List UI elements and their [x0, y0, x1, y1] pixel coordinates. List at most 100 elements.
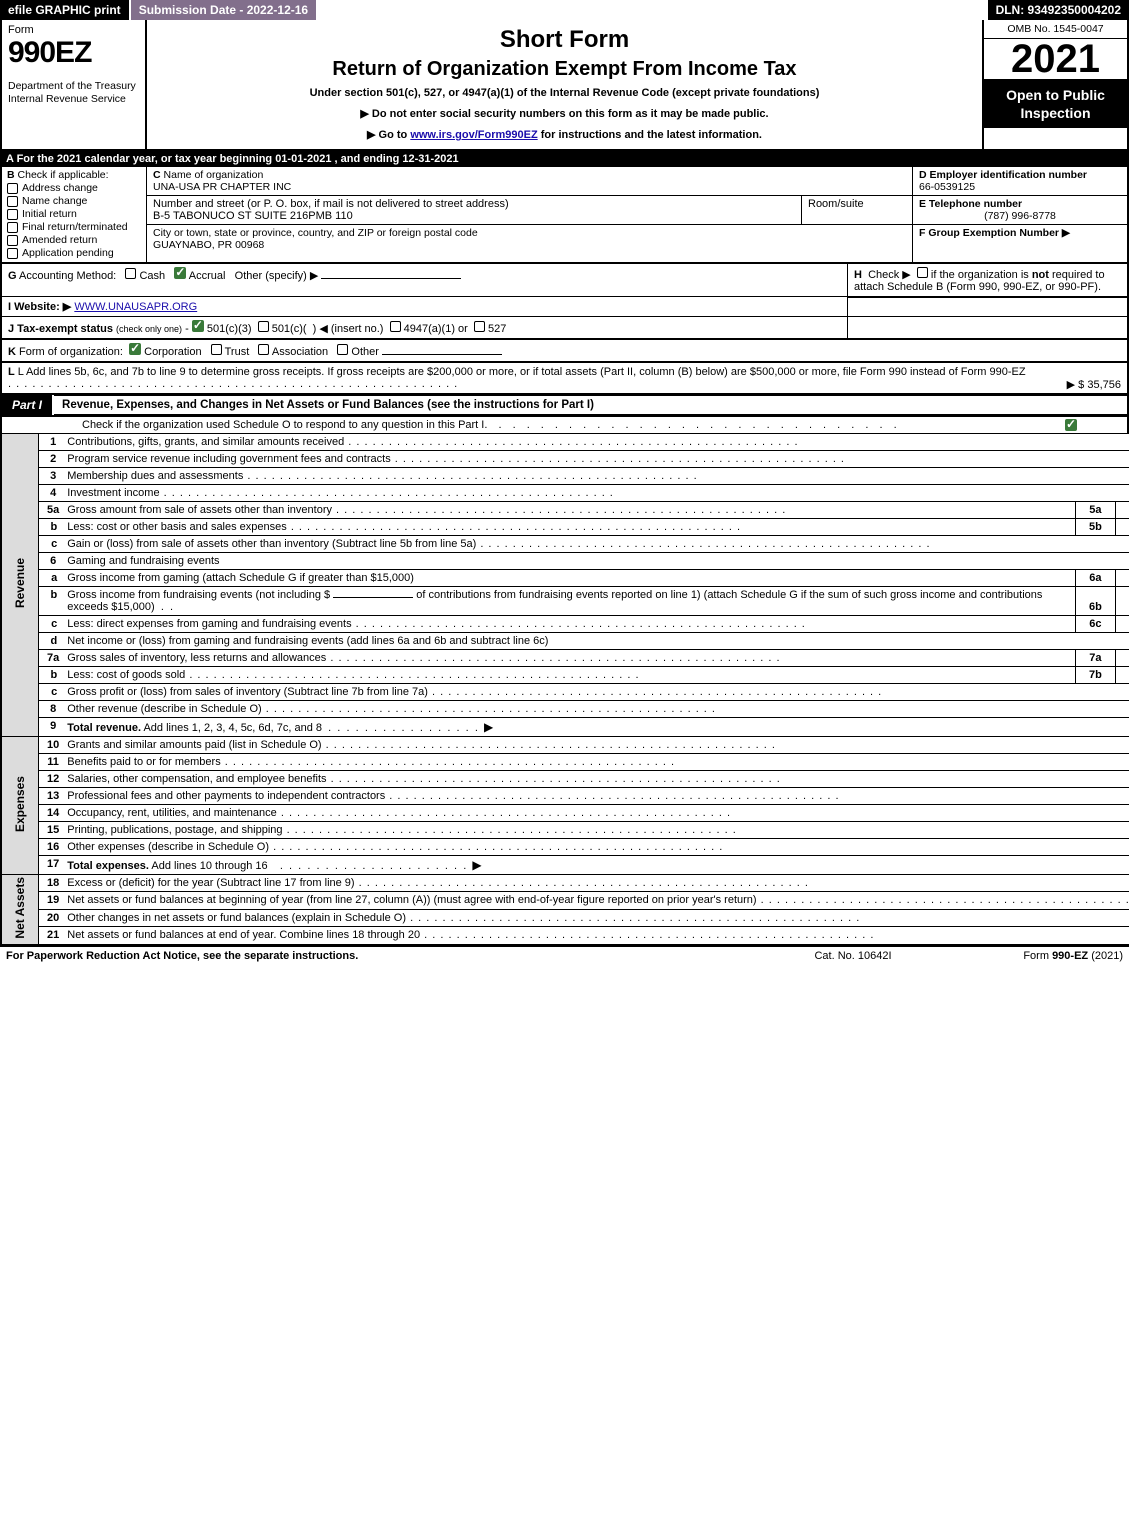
desc: Other expenses (describe in Schedule O) [63, 839, 1129, 856]
part-i-table: Revenue 1 Contributions, gifts, grants, … [0, 433, 1129, 946]
ln: 8 [39, 701, 64, 718]
table-row: Net Assets 18 Excess or (deficit) for th… [1, 875, 1129, 892]
city-lbl: City or town, state or province, country… [153, 227, 478, 239]
checked-icon[interactable] [192, 320, 204, 332]
chk-final-return[interactable]: Final return/terminated [7, 221, 141, 233]
ln: 13 [39, 788, 64, 805]
org-city-row: City or town, state or province, country… [147, 225, 912, 262]
inner-v [1115, 502, 1129, 519]
other-input[interactable] [321, 278, 461, 279]
part-sub: Check if the organization used Schedule … [0, 417, 1129, 433]
checked-icon[interactable] [129, 343, 141, 355]
b-letter: B [7, 169, 15, 181]
website-link[interactable]: WWW.UNAUSAPR.ORG [74, 301, 197, 313]
checked-icon[interactable] [174, 267, 186, 279]
table-row: 2 Program service revenue including gove… [1, 451, 1129, 468]
line-a: A For the 2021 calendar year, or tax yea… [0, 151, 1129, 167]
desc: Grants and similar amounts paid (list in… [63, 737, 1129, 754]
table-row: a Gross income from gaming (attach Sched… [1, 570, 1129, 587]
part-tab: Part I [2, 395, 54, 415]
header-mid: Short Form Return of Organization Exempt… [147, 20, 982, 149]
org-address-row: Number and street (or P. O. box, if mail… [147, 196, 912, 225]
inner-v [1115, 650, 1129, 667]
l-amount: ▶ $ 35,756 [1067, 378, 1121, 391]
ln: 15 [39, 822, 64, 839]
gh-rows: G Accounting Method: Cash Accrual Other … [0, 264, 1129, 340]
table-row: c Gross profit or (loss) from sales of i… [1, 684, 1129, 701]
other-opt: Other (specify) ▶ [235, 270, 319, 282]
efile-label[interactable]: efile GRAPHIC print [0, 0, 131, 20]
open-public-badge: Open to Public Inspection [984, 80, 1127, 128]
checkbox-icon [7, 222, 18, 233]
ln: 20 [39, 909, 64, 926]
irs-link[interactable]: www.irs.gov/Form990EZ [410, 129, 537, 141]
checkbox-icon [7, 248, 18, 259]
chk-label: Name change [22, 195, 87, 207]
chk-address-change[interactable]: Address change [7, 182, 141, 194]
other-org-input[interactable] [382, 354, 502, 355]
chk-application-pending[interactable]: Application pending [7, 247, 141, 259]
desc: Membership dues and assessments [63, 468, 1129, 485]
checkbox-icon[interactable] [917, 267, 928, 278]
ln: 11 [39, 754, 64, 771]
checkbox-icon[interactable] [337, 344, 348, 355]
desc: Gross income from gaming (attach Schedul… [63, 570, 1075, 587]
line-l: L L Add lines 5b, 6c, and 7b to line 9 t… [0, 363, 1129, 395]
e-row: E Telephone number (787) 996-8778 [913, 196, 1127, 225]
ln: c [39, 536, 64, 553]
desc: Excess or (deficit) for the year (Subtra… [63, 875, 1129, 892]
org-name-row: C Name of organization UNA-USA PR CHAPTE… [147, 167, 912, 196]
ln: 7a [39, 650, 64, 667]
table-row: 16 Other expenses (describe in Schedule … [1, 839, 1129, 856]
table-row: 15 Printing, publications, postage, and … [1, 822, 1129, 839]
checked-icon[interactable] [1065, 419, 1077, 431]
line-g: G Accounting Method: Cash Accrual Other … [2, 264, 847, 296]
checkbox-icon[interactable] [258, 321, 269, 332]
desc: Total revenue. Add lines 1, 2, 3, 4, 5c,… [63, 718, 1129, 737]
inner-n: 6c [1075, 616, 1115, 633]
checkbox-icon[interactable] [474, 321, 485, 332]
chk-name-change[interactable]: Name change [7, 195, 141, 207]
table-row: 12 Salaries, other compensation, and emp… [1, 771, 1129, 788]
name-lbl: Name of organization [164, 169, 264, 181]
checkbox-icon[interactable] [390, 321, 401, 332]
empty-j [847, 317, 1127, 338]
inner-v [1115, 667, 1129, 684]
inner-n: 5b [1075, 519, 1115, 536]
part-title: Revenue, Expenses, and Changes in Net As… [54, 396, 1127, 414]
table-row: 3 Membership dues and assessments 3 [1, 468, 1129, 485]
checkbox-icon[interactable] [125, 268, 136, 279]
part-sub-text: Check if the organization used Schedule … [82, 419, 484, 431]
ln: 5a [39, 502, 64, 519]
d-lbl: D Employer identification number [919, 169, 1087, 181]
c-letter: C [153, 169, 161, 181]
table-row: 20 Other changes in net assets or fund b… [1, 909, 1129, 926]
footer-right-pre: Form [1023, 950, 1052, 962]
checkbox-icon[interactable] [258, 344, 269, 355]
d-row: D Employer identification number 66-0539… [913, 167, 1127, 196]
table-row: 21 Net assets or fund balances at end of… [1, 927, 1129, 945]
contrib-input[interactable] [333, 597, 413, 598]
line-i: I Website: ▶ WWW.UNAUSAPR.ORG [2, 297, 847, 316]
box-def: D Employer identification number 66-0539… [912, 167, 1127, 262]
inner-n: 6a [1075, 570, 1115, 587]
side-text: Revenue [13, 558, 27, 608]
ln: 9 [39, 718, 64, 737]
desc: Gaming and fundraising events [63, 553, 1129, 570]
chk-label: Application pending [22, 247, 114, 259]
chk-label: Address change [22, 182, 98, 194]
table-row: 6 Gaming and fundraising events [1, 553, 1129, 570]
note-goto: ▶ Go to www.irs.gov/Form990EZ for instru… [155, 128, 974, 141]
table-row: 11 Benefits paid to or for members 11 [1, 754, 1129, 771]
ln: 14 [39, 805, 64, 822]
chk-initial-return[interactable]: Initial return [7, 208, 141, 220]
ln: 16 [39, 839, 64, 856]
phone-value: (787) 996-8778 [919, 210, 1121, 222]
form-header: Form 990EZ Department of the Treasury In… [0, 20, 1129, 151]
ln: b [39, 667, 64, 684]
checkbox-icon[interactable] [211, 344, 222, 355]
e-lbl: E Telephone number [919, 198, 1022, 210]
chk-label: Amended return [22, 234, 97, 246]
chk-amended-return[interactable]: Amended return [7, 234, 141, 246]
top-bar: efile GRAPHIC print Submission Date - 20… [0, 0, 1129, 20]
